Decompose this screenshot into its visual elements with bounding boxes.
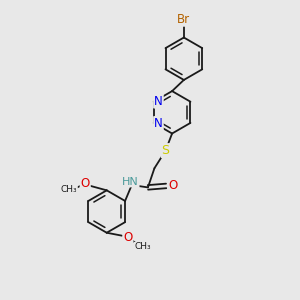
Text: Br: Br bbox=[177, 13, 190, 26]
Text: O: O bbox=[168, 179, 177, 192]
Text: O: O bbox=[123, 231, 133, 244]
Text: CH₃: CH₃ bbox=[134, 242, 151, 251]
Text: CH₃: CH₃ bbox=[61, 185, 77, 194]
Text: HN: HN bbox=[122, 176, 139, 187]
Text: CH₃: CH₃ bbox=[61, 185, 76, 194]
Text: O: O bbox=[81, 177, 90, 190]
Text: N: N bbox=[154, 94, 163, 108]
Text: N: N bbox=[154, 117, 163, 130]
Text: S: S bbox=[162, 144, 170, 157]
